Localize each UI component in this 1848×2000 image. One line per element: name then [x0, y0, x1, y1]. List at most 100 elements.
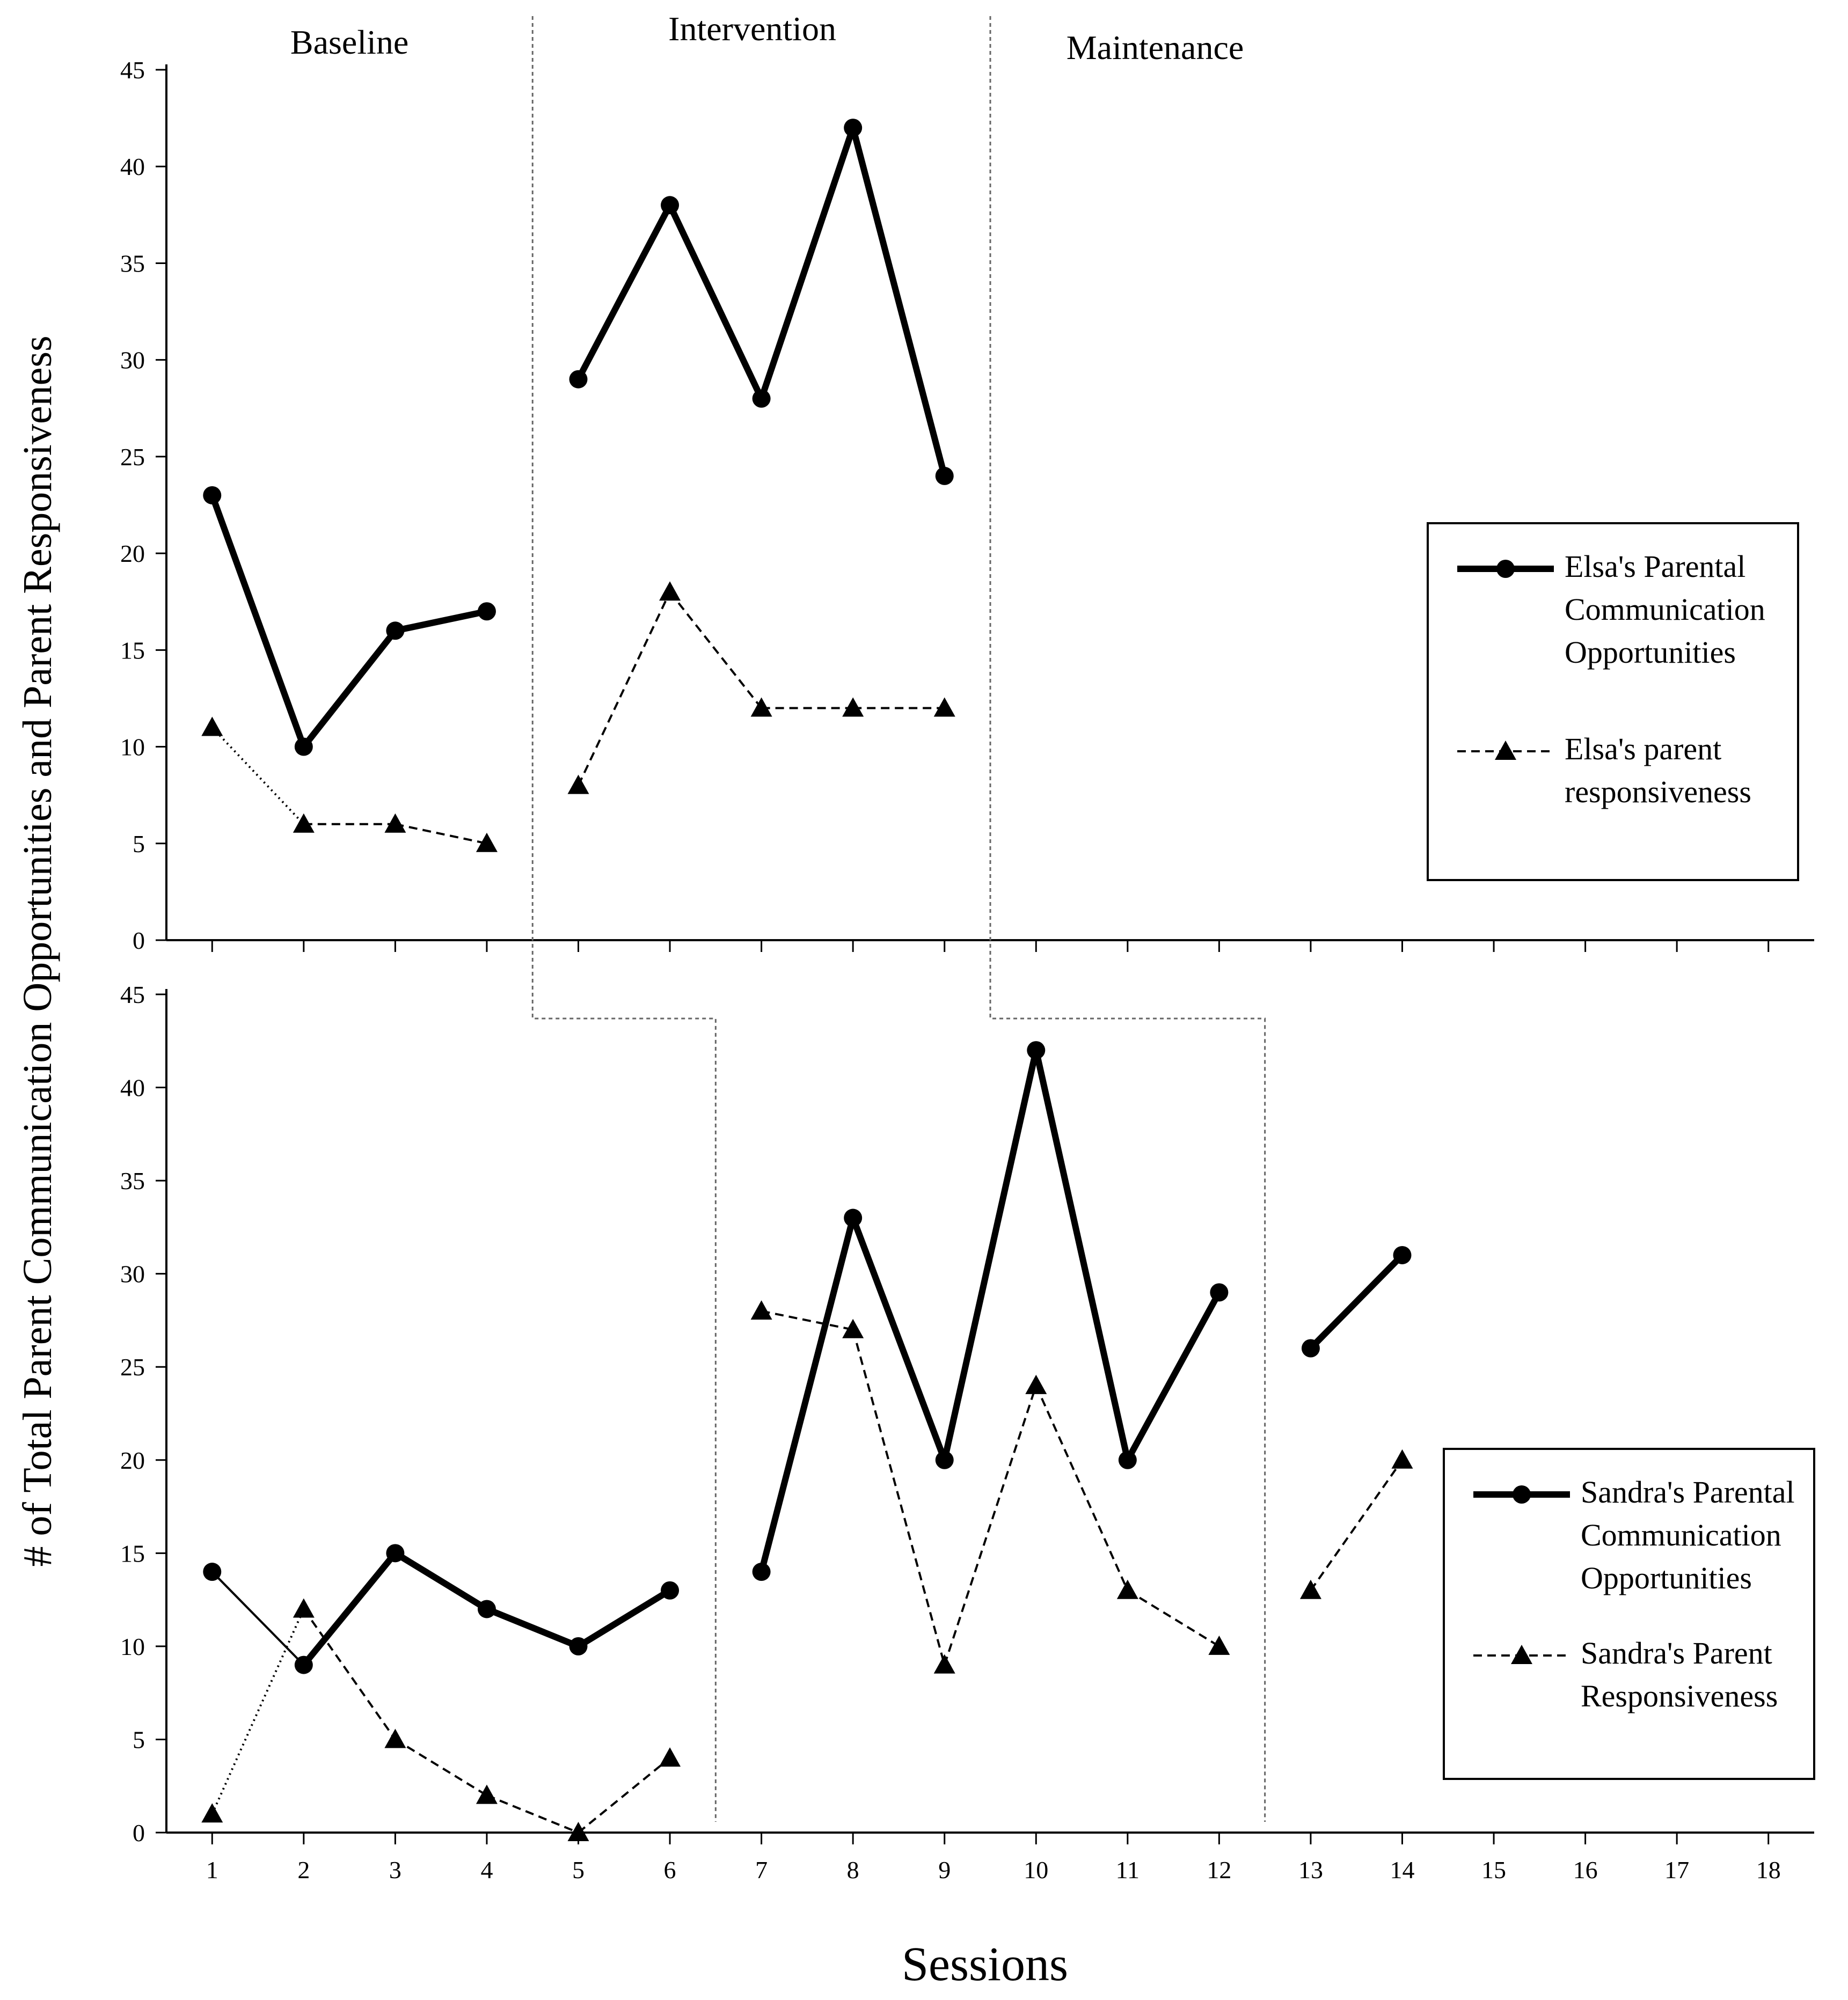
x-tick-label-3: 3 [389, 1856, 401, 1884]
elsa-opportunities-point-9 [935, 466, 954, 485]
x-tick-label-7: 7 [755, 1856, 768, 1884]
legend-box-elsa [1427, 522, 1799, 881]
y-tick-label-sandra-15: 15 [120, 1540, 145, 1567]
data-layer [201, 119, 1413, 1841]
x-tick-label-11: 11 [1116, 1856, 1140, 1884]
elsa-responsiveness-point-3 [384, 813, 406, 833]
elsa-responsiveness-line-1-3 [395, 823, 487, 845]
y-tick-label-sandra-20: 20 [120, 1447, 145, 1474]
phase-change-line-1 [531, 16, 717, 1822]
sandra-responsiveness-point-3 [384, 1728, 406, 1748]
legend-elsa-opportunities-text-3: Opportunities [1565, 635, 1736, 670]
sandra-opportunities-point-9 [935, 1450, 954, 1469]
sandra-responsiveness-point-7 [750, 1300, 772, 1320]
x-tick-label-8: 8 [847, 1856, 859, 1884]
x-tick-label-18: 18 [1756, 1856, 1781, 1884]
sandra-opportunities-point-6 [661, 1581, 680, 1600]
legend-sandra-responsiveness-text-1: Sandra's Parent [1581, 1636, 1772, 1671]
elsa-responsiveness-point-4 [476, 832, 498, 852]
elsa-opportunities-point-2 [294, 737, 313, 756]
sandra-opportunities-line-1-3 [393, 1550, 489, 1612]
sandra-responsiveness-line-3-1 [1310, 1459, 1404, 1591]
sandra-opportunities-line-2-2 [850, 1217, 948, 1461]
x-tick-label-13: 13 [1298, 1856, 1323, 1884]
sandra-opportunities-point-10 [1027, 1041, 1046, 1060]
elsa-responsiveness-line-2-2 [669, 591, 763, 709]
phase-label-baseline: Baseline [290, 23, 408, 61]
elsa-opportunities-point-1 [203, 486, 222, 504]
elsa-opportunities-point-6 [661, 196, 680, 215]
y-tick-label-sandra-35: 35 [120, 1167, 145, 1195]
elsa-responsiveness-point-8 [842, 697, 864, 717]
elsa-opportunities-line-2-4 [850, 127, 948, 477]
legend-sandra-opportunities-marker [1513, 1485, 1531, 1504]
elsa-responsiveness-line-2-1 [577, 591, 671, 786]
y-tick-label-sandra-25: 25 [120, 1353, 145, 1381]
x-tick-label-17: 17 [1664, 1856, 1689, 1884]
sandra-responsiveness-line-1-2 [303, 1608, 397, 1740]
y-tick-label-sandra-10: 10 [120, 1633, 145, 1660]
legend-sandra-opportunities-text-1: Sandra's Parental [1581, 1475, 1795, 1510]
legend-elsa-opportunities-text-2: Communication [1565, 592, 1765, 627]
x-tick-label-12: 12 [1207, 1856, 1231, 1884]
x-tick-label-15: 15 [1481, 1856, 1506, 1884]
elsa-opportunities-point-3 [386, 621, 405, 640]
sandra-opportunities-line-2-1 [758, 1217, 856, 1573]
legend-box-sandra [1443, 1448, 1815, 1780]
sandra-responsiveness-line-2-2 [852, 1329, 946, 1666]
elsa-responsiveness-point-1 [201, 716, 223, 736]
legend-sandra-opportunities-text-2: Communication [1581, 1518, 1781, 1552]
sandra-responsiveness-point-13 [1299, 1579, 1321, 1599]
y-tick-label-elsa-35: 35 [120, 250, 145, 277]
sandra-responsiveness-line-2-1 [761, 1310, 853, 1331]
phase-label-maintenance: Maintenance [1067, 28, 1244, 67]
y-tick-label-sandra-45: 45 [120, 981, 145, 1008]
sandra-opportunities-point-1 [203, 1563, 222, 1581]
sandra-responsiveness-line-2-3 [943, 1385, 1038, 1666]
phase-label-intervention: Intervention [668, 10, 836, 48]
sandra-responsiveness-point-1 [201, 1803, 223, 1823]
y-tick-label-sandra-0: 0 [133, 1819, 145, 1847]
legend-sandra-responsiveness-text-2: Responsiveness [1581, 1679, 1778, 1713]
sandra-responsiveness-point-14 [1391, 1449, 1413, 1469]
legend-sandra-responsiveness-marker [1511, 1645, 1532, 1664]
legend-elsa-responsiveness-text-2: responsiveness [1565, 774, 1751, 809]
sandra-opportunities-point-13 [1301, 1339, 1320, 1358]
y-tick-label-elsa-0: 0 [133, 927, 145, 954]
x-tick-label-14: 14 [1390, 1856, 1415, 1884]
sandra-opportunities-line-1-4 [485, 1606, 580, 1650]
sandra-responsiveness-line-2-4 [1035, 1385, 1129, 1591]
elsa-opportunities-line-1-1 [209, 494, 307, 748]
y-tick-label-elsa-20: 20 [120, 540, 145, 567]
sandra-responsiveness-point-5 [567, 1822, 589, 1841]
x-tick-label-9: 9 [938, 1856, 951, 1884]
y-axis-title: # of Total Parent Communication Opportun… [15, 335, 60, 1566]
phase-lines-layer [531, 16, 1266, 1822]
sandra-responsiveness-line-1-5 [578, 1757, 671, 1834]
sandra-opportunities-point-14 [1393, 1246, 1412, 1264]
sandra-responsiveness-line-1-3 [395, 1738, 487, 1797]
x-tick-label-5: 5 [572, 1856, 585, 1884]
sandra-opportunities-point-7 [752, 1563, 771, 1581]
elsa-responsiveness-line-1-1 [211, 727, 305, 825]
sandra-opportunities-point-8 [844, 1208, 863, 1227]
sandra-responsiveness-point-4 [476, 1784, 498, 1804]
elsa-opportunities-line-2-3 [758, 127, 856, 400]
elsa-opportunities-line-2-2 [667, 203, 765, 400]
y-tick-label-elsa-40: 40 [120, 153, 145, 180]
sandra-responsiveness-point-11 [1116, 1579, 1138, 1599]
sandra-opportunities-point-2 [294, 1655, 313, 1674]
sandra-responsiveness-line-1-4 [486, 1794, 579, 1834]
sandra-responsiveness-point-6 [659, 1747, 681, 1767]
sandra-responsiveness-line-2-5 [1127, 1589, 1220, 1647]
elsa-opportunities-line-2-1 [575, 203, 673, 381]
elsa-opportunities-point-5 [569, 370, 588, 389]
elsa-opportunities-line-1-2 [301, 628, 398, 749]
sandra-opportunities-line-2-5 [1124, 1291, 1222, 1462]
sandra-opportunities-line-2-3 [941, 1049, 1040, 1461]
sandra-responsiveness-line-1-1 [211, 1608, 305, 1815]
sandra-opportunities-line-1-2 [301, 1551, 398, 1667]
x-tick-label-2: 2 [297, 1856, 310, 1884]
sandra-responsiveness-point-9 [933, 1654, 955, 1674]
